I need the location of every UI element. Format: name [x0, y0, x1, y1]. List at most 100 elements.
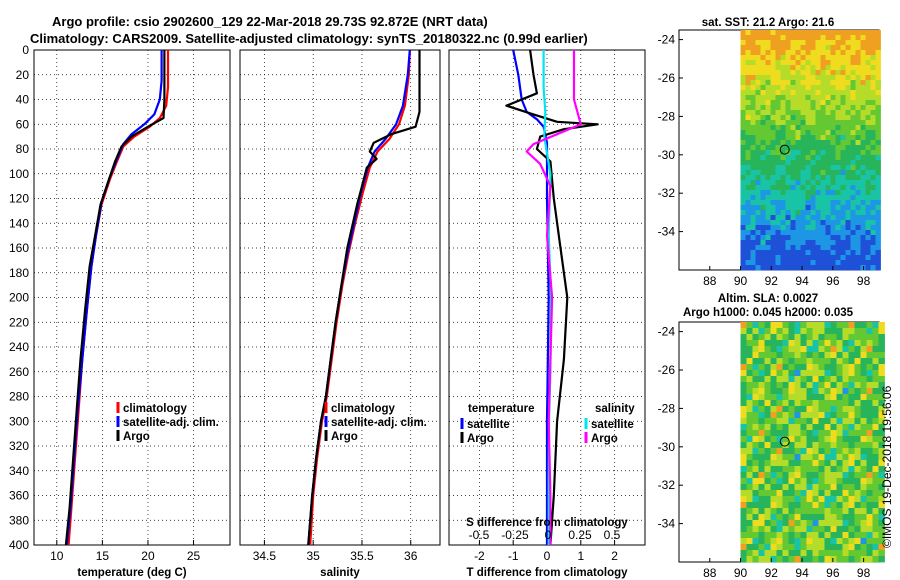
heat-cell	[789, 460, 795, 466]
heat-cell	[819, 514, 825, 520]
heat-cell	[747, 538, 753, 544]
heat-cell	[866, 255, 871, 260]
heat-cell	[811, 225, 816, 230]
heat-cell	[751, 95, 756, 100]
heat-cell	[801, 65, 806, 70]
heat-cell	[856, 230, 861, 235]
heat-cell	[876, 175, 881, 180]
heat-cell	[831, 45, 836, 50]
heat-cell	[741, 190, 746, 195]
heat-cell	[771, 65, 776, 70]
heat-cell	[783, 424, 789, 430]
heat-cell	[849, 376, 855, 382]
heat-cell	[747, 520, 753, 526]
heat-cell	[871, 70, 876, 75]
heat-cell	[783, 388, 789, 394]
heat-cell	[856, 125, 861, 130]
heat-cell	[776, 50, 781, 55]
heat-cell	[811, 115, 816, 120]
heat-cell	[741, 135, 746, 140]
heat-cell	[786, 195, 791, 200]
heat-cell	[816, 220, 821, 225]
heat-cell	[811, 105, 816, 110]
heat-cell	[855, 538, 861, 544]
heat-cell	[791, 70, 796, 75]
heat-cell	[846, 90, 851, 95]
heat-cell	[795, 454, 801, 460]
heat-cell	[771, 490, 777, 496]
heat-cell	[855, 490, 861, 496]
heat-cell	[806, 175, 811, 180]
heat-cell	[867, 550, 873, 556]
heat-cell	[783, 544, 789, 550]
heat-cell	[783, 520, 789, 526]
heat-cell	[861, 436, 867, 442]
heat-cell	[843, 538, 849, 544]
heat-cell	[751, 200, 756, 205]
heat-cell	[776, 190, 781, 195]
heat-cell	[807, 400, 813, 406]
heat-cell	[841, 155, 846, 160]
heat-cell	[759, 340, 765, 346]
heat-cell	[747, 346, 753, 352]
heat-cell	[789, 520, 795, 526]
heat-cell	[801, 205, 806, 210]
heat-cell	[791, 215, 796, 220]
heat-cell	[761, 185, 766, 190]
heat-cell	[741, 412, 747, 418]
heat-cell	[756, 215, 761, 220]
heat-cell	[777, 466, 783, 472]
heat-cell	[866, 115, 871, 120]
heat-cell	[866, 70, 871, 75]
heat-cell	[831, 75, 836, 80]
heat-cell	[876, 195, 881, 200]
heat-cell	[807, 340, 813, 346]
x-axis-label: temperature (deg C)	[77, 567, 186, 579]
heat-cell	[783, 382, 789, 388]
heat-cell	[876, 100, 881, 105]
heat-cell	[741, 60, 746, 65]
heat-cell	[791, 175, 796, 180]
heat-cell	[866, 175, 871, 180]
heat-cell	[741, 195, 746, 200]
heat-cell	[855, 334, 861, 340]
heat-cell	[786, 170, 791, 175]
depth-tick-label: 300	[9, 414, 29, 428]
heat-cell	[837, 448, 843, 454]
heat-cell	[843, 394, 849, 400]
heat-cell	[791, 80, 796, 85]
heat-cell	[813, 520, 819, 526]
heat-cell	[855, 514, 861, 520]
heat-cell	[819, 460, 825, 466]
heat-cell	[753, 430, 759, 436]
heat-cell	[851, 200, 856, 205]
heat-cell	[789, 466, 795, 472]
heat-cell	[873, 454, 879, 460]
heat-cell	[831, 195, 836, 200]
heat-cell	[765, 460, 771, 466]
heat-cell	[831, 230, 836, 235]
heat-cell	[795, 526, 801, 532]
heat-cell	[861, 230, 866, 235]
heat-cell	[786, 225, 791, 230]
heat-cell	[746, 205, 751, 210]
heat-cell	[777, 418, 783, 424]
heat-cell	[816, 165, 821, 170]
heat-cell	[816, 35, 821, 40]
heat-cell	[841, 70, 846, 75]
heat-cell	[801, 460, 807, 466]
heat-cell	[837, 352, 843, 358]
heat-cell	[836, 95, 841, 100]
heat-cell	[776, 110, 781, 115]
heat-cell	[781, 85, 786, 90]
heat-cell	[786, 130, 791, 135]
temperature-profile-panel: 0204060801001201401601802002202402602803…	[9, 43, 230, 579]
heat-cell	[871, 115, 876, 120]
heat-cell	[841, 225, 846, 230]
heat-cell	[849, 508, 855, 514]
heat-cell	[751, 155, 756, 160]
heat-cell	[856, 50, 861, 55]
heat-cell	[781, 115, 786, 120]
heat-cell	[771, 140, 776, 145]
heat-cell	[761, 180, 766, 185]
